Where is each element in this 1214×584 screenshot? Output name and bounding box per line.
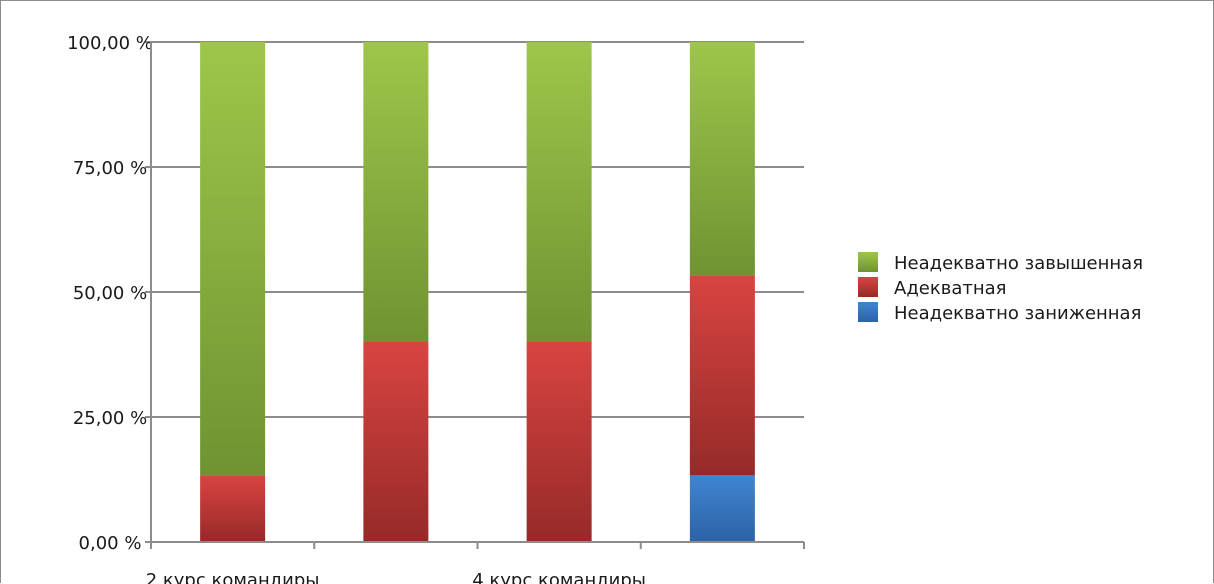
x-category-label: 2 курс командиры (146, 570, 320, 584)
legend-label: Адекватная (894, 278, 1006, 299)
legend-swatch (858, 302, 878, 322)
bar-segment-adequate (363, 342, 429, 542)
y-tick-label: 100,00 % (67, 33, 153, 54)
legend-label: Неадекватно завышенная (894, 253, 1143, 274)
bar-segment-overstated (363, 42, 429, 342)
bar-segment-overstated (689, 42, 755, 276)
legend-swatch (858, 252, 878, 272)
x-category-label: 4 курс командиры (472, 570, 646, 584)
bar-segment-understated (689, 475, 755, 542)
bars (200, 42, 755, 542)
legend-label: Неадекватно заниженная (894, 303, 1141, 324)
bar-segment-overstated (526, 42, 592, 342)
y-tick-label: 50,00 % (73, 283, 147, 304)
legend-swatch (858, 277, 878, 297)
bar-segment-adequate (526, 342, 592, 542)
y-tick-label: 0,00 % (79, 533, 142, 554)
y-tick-label: 75,00 % (73, 158, 147, 179)
legend: Неадекватно завышенная Адекватная Неадеква… (858, 252, 1143, 324)
bar-segment-adequate (689, 275, 755, 476)
y-tick-label: 25,00 % (73, 408, 147, 429)
axes: 0,00 % 25,00 % 50,00 % 75,00 % 100,00 % 2 кур… (67, 33, 805, 584)
bar-segment-overstated (200, 42, 266, 476)
bar-segment-adequate (200, 475, 266, 542)
